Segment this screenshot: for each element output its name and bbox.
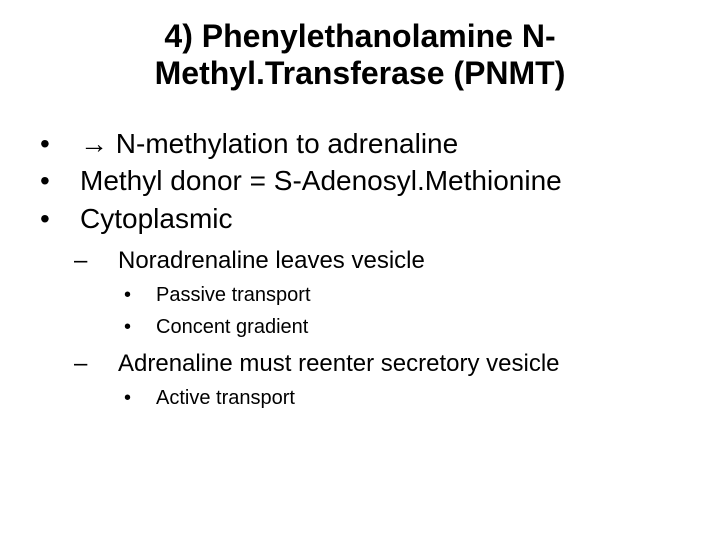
bullet-level2: –Noradrenaline leaves vesicle bbox=[32, 245, 688, 276]
bullet-text: Cytoplasmic bbox=[80, 203, 232, 234]
bullet-text: Noradrenaline leaves vesicle bbox=[118, 247, 425, 274]
bullet-marker-l1: • bbox=[60, 201, 80, 237]
bullet-text: Adrenaline must reenter secretory vesicl… bbox=[118, 350, 560, 377]
title-line-1: 4) Phenylethanolamine N- bbox=[164, 18, 555, 54]
bullet-level2: –Adrenaline must reenter secretory vesic… bbox=[32, 348, 688, 379]
bullet-level1: •Cytoplasmic bbox=[32, 201, 688, 237]
bullet-text: Active transport bbox=[156, 387, 295, 409]
bullet-text: Methyl donor = S-Adenosyl.Methionine bbox=[80, 165, 562, 196]
bullet-marker-l3: • bbox=[140, 314, 156, 340]
bullet-level1: •Methyl donor = S-Adenosyl.Methionine bbox=[32, 163, 688, 199]
bullet-marker-l3: • bbox=[140, 282, 156, 308]
bullet-level1: •→ N-methylation to adrenaline bbox=[32, 126, 688, 162]
bullet-text: → N-methylation to adrenaline bbox=[80, 128, 458, 159]
bullet-level3: •Active transport bbox=[32, 385, 688, 411]
bullet-level3: •Passive transport bbox=[32, 282, 688, 308]
bullet-marker-l1: • bbox=[60, 126, 80, 162]
slide-title: 4) Phenylethanolamine N- Methyl.Transfer… bbox=[32, 18, 688, 92]
bullet-text: Concent gradient bbox=[156, 316, 308, 338]
bullet-level3: •Concent gradient bbox=[32, 314, 688, 340]
bullet-text: Passive transport bbox=[156, 284, 311, 306]
bullet-marker-l1: • bbox=[60, 163, 80, 199]
bullet-marker-l2: – bbox=[96, 348, 118, 379]
title-line-2: Methyl.Transferase (PNMT) bbox=[155, 55, 566, 91]
bullet-marker-l2: – bbox=[96, 245, 118, 276]
bullet-marker-l3: • bbox=[140, 385, 156, 411]
